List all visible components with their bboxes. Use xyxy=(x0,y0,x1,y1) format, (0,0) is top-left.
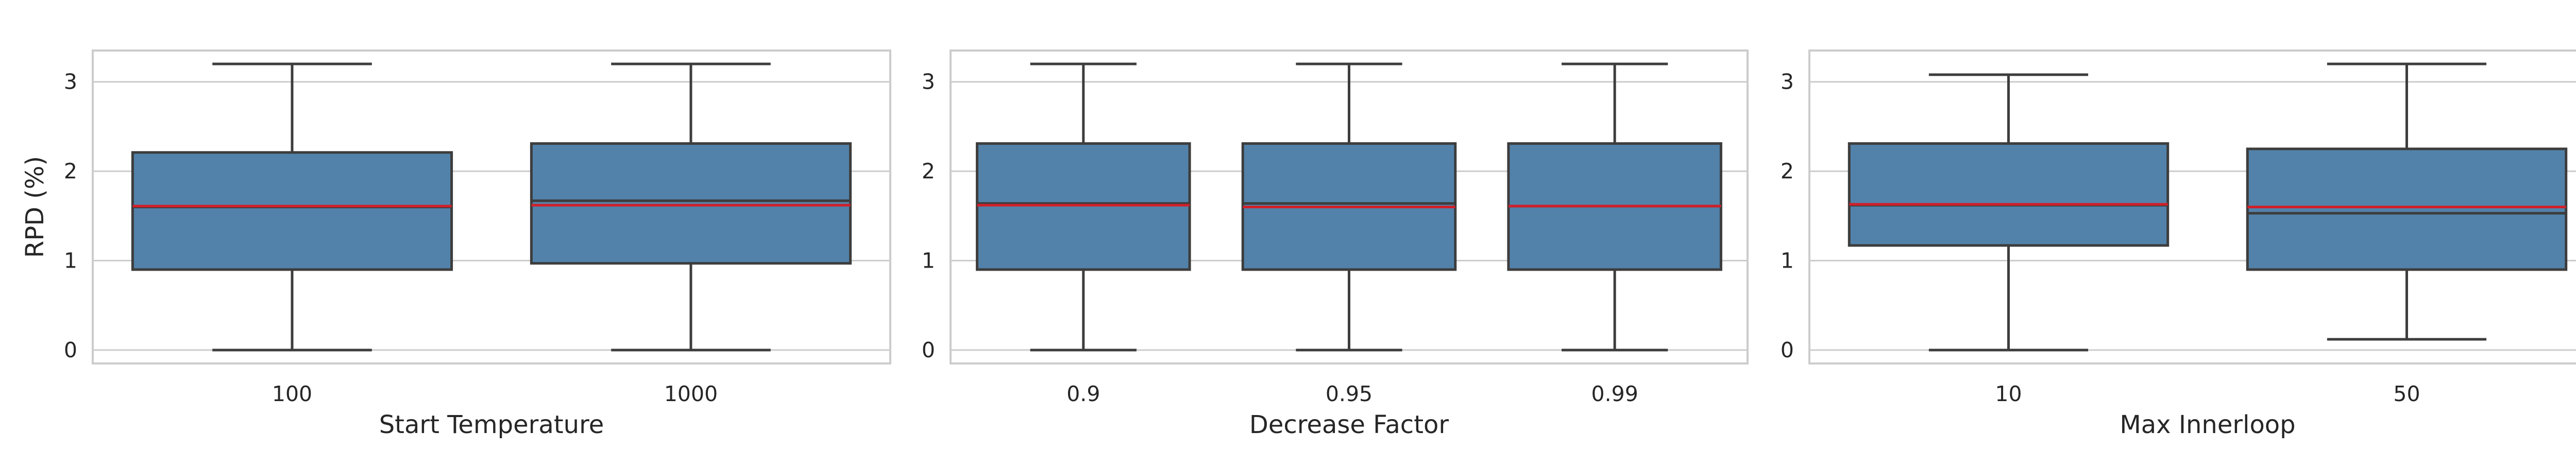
iqr-box xyxy=(2246,147,2568,271)
y-tick-label: 3 xyxy=(1781,70,1794,94)
y-tick-label: 2 xyxy=(922,159,935,184)
x-axis-label: Max Innerloop xyxy=(2120,410,2295,439)
x-axis-label: Decrease Factor xyxy=(1249,410,1449,439)
y-tick-label: 2 xyxy=(64,159,77,184)
plot-frame xyxy=(950,49,1749,364)
x-tick-label: 100 xyxy=(272,382,312,406)
box-0.9 xyxy=(976,62,1191,352)
plot-frame xyxy=(1808,49,2576,364)
box-100 xyxy=(131,62,453,352)
y-tick-label: 0 xyxy=(64,338,77,362)
box-1000 xyxy=(530,62,852,352)
box-0.99 xyxy=(1507,62,1722,352)
y-tick-label: 1 xyxy=(1781,248,1794,273)
x-tick-label: 0.99 xyxy=(1591,382,1638,406)
y-tick-label: 3 xyxy=(922,70,935,94)
iqr-box xyxy=(976,142,1191,271)
y-axis-label: RPD (%) xyxy=(21,156,49,258)
x-tick-label: 0.9 xyxy=(1066,382,1100,406)
x-tick-label: 50 xyxy=(2393,382,2420,406)
panel-3: 0 1 2 3 10 50 Max Innerloop xyxy=(1781,49,2576,439)
box-50 xyxy=(2246,62,2568,341)
y-tick-label: 1 xyxy=(922,248,935,273)
panel-2: 0 1 2 3 0.9 0.95 0.99 Decrease Factor xyxy=(922,49,1749,439)
y-tick-label: 2 xyxy=(1781,159,1794,184)
iqr-box xyxy=(530,142,852,265)
y-tick-label: 0 xyxy=(1781,338,1794,362)
iqr-box xyxy=(131,151,453,271)
x-tick-label: 10 xyxy=(1995,382,2022,406)
y-tick-label: 0 xyxy=(922,338,935,362)
plot-frame xyxy=(92,49,891,364)
panel-1: 0 1 2 3 100 1000 Start Temperature RPD (%) xyxy=(21,49,891,439)
x-axis-label: Start Temperature xyxy=(379,410,604,439)
box-10 xyxy=(1848,73,2170,352)
box-0.95 xyxy=(1241,62,1457,352)
x-tick-label: 0.95 xyxy=(1326,382,1372,406)
y-tick-label: 1 xyxy=(64,248,77,273)
x-tick-label: 1000 xyxy=(664,382,718,406)
iqr-box xyxy=(1848,142,2170,247)
y-tick-label: 3 xyxy=(64,70,77,94)
